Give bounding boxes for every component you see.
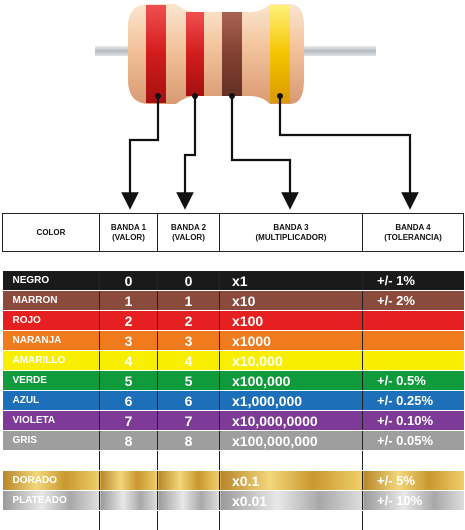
color-name: NARANJA (3, 331, 100, 350)
arrow-band-4 (280, 96, 410, 201)
multiplier-value: x10,000,0000 (220, 411, 363, 430)
band-1-value: 7 (100, 411, 158, 430)
color-name: VIOLETA (3, 411, 100, 430)
tolerance-value: +/- 10% (363, 491, 464, 510)
multiplier-value: x10,000 (220, 351, 363, 370)
multiplier-value: x0.01 (220, 491, 363, 510)
band-1-value: 3 (100, 331, 158, 350)
table-row: AMARILLO 4 4 x10,000 (3, 351, 464, 370)
tolerance-value: +/- 0.10% (363, 411, 464, 430)
band-2-value: 9 (158, 451, 220, 470)
band-1-value: 8 (100, 431, 158, 450)
multiplier-value: x10 (220, 291, 363, 310)
tolerance-value: +/- 5% (363, 471, 464, 490)
band-2-value: 7 (158, 411, 220, 430)
color-name: NINGUNO (3, 511, 100, 530)
color-name: BLANCO (3, 451, 100, 470)
multiplier-value (220, 511, 363, 530)
tolerance-value: +/- 1% (363, 271, 464, 290)
tolerance-value: +/- 20% (363, 511, 464, 530)
color-name: NEGRO (3, 271, 100, 290)
arrow-band-3 (232, 96, 290, 201)
multiplier-value: x1,000,000 (220, 391, 363, 410)
tolerance-value: +/- 0.05% (363, 431, 464, 450)
table-row: ROJO 2 2 x100 (3, 311, 464, 330)
right-lead (296, 46, 376, 56)
header-band-4: BANDA 4 (TOLERANCIA) (363, 214, 464, 252)
multiplier-value: x1000,000,0000 (220, 451, 363, 470)
band-2-value: 1 (158, 291, 220, 310)
resistor-diagram (0, 0, 465, 215)
band-2-value: 4 (158, 351, 220, 370)
band-2-value: 8 (158, 431, 220, 450)
tolerance-value (363, 351, 464, 370)
table-row: MARRON 1 1 x10 +/- 2% (3, 291, 464, 310)
band-1-value (100, 491, 158, 510)
band-1-value (100, 511, 158, 530)
table-row: VERDE 5 5 x100,000 +/- 0.5% (3, 371, 464, 390)
color-name: PLATEADO (3, 491, 100, 510)
resistor-color-code-table: COLOR BANDA 1 (VALOR) BANDA 2 (VALOR) BAND… (2, 213, 464, 530)
band-1-value: 1 (100, 291, 158, 310)
multiplier-value: x100 (220, 311, 363, 330)
header-color: COLOR (3, 214, 100, 252)
color-name: GRIS (3, 431, 100, 450)
band-2-value (158, 471, 220, 490)
table-row: NEGRO 0 0 x1 +/- 1% (3, 271, 464, 290)
table-row: NARANJA 3 3 x1000 (3, 331, 464, 350)
arrow-band-2 (185, 96, 195, 201)
color-name: AMARILLO (3, 351, 100, 370)
tolerance-value (363, 331, 464, 350)
tolerance-value: +/- 0.25% (363, 391, 464, 410)
table-row: PLATEADO x0.01 +/- 10% (3, 491, 464, 510)
band-1-value (100, 471, 158, 490)
band-1-value: 4 (100, 351, 158, 370)
multiplier-value: x1000 (220, 331, 363, 350)
table-row: AZUL 6 6 x1,000,000 +/- 0.25% (3, 391, 464, 410)
band-1-red (146, 5, 166, 103)
header-band-1: BANDA 1 (VALOR) (100, 214, 158, 252)
tolerance-value: +/- 2% (363, 291, 464, 310)
color-name: MARRON (3, 291, 100, 310)
table-row: VIOLETA 7 7 x10,000,0000 +/- 0.10% (3, 411, 464, 430)
tolerance-value: +/- 0.5% (363, 371, 464, 390)
color-name: AZUL (3, 391, 100, 410)
multiplier-value: x100,000,000 (220, 431, 363, 450)
multiplier-value: x1 (220, 271, 363, 290)
band-2-value: 2 (158, 311, 220, 330)
band-2-value: 5 (158, 371, 220, 390)
band-2-red (186, 12, 204, 96)
header-band-3: BANDA 3 (MULTIPLICADOR) (220, 214, 363, 252)
band-2-value: 6 (158, 391, 220, 410)
band-1-value: 6 (100, 391, 158, 410)
tolerance-value (363, 451, 464, 470)
band-4-gold (270, 5, 290, 103)
band-1-value: 2 (100, 311, 158, 330)
arrow-band-1 (130, 96, 158, 201)
band-2-value (158, 511, 220, 530)
table-row: GRIS 8 8 x100,000,000 +/- 0.05% (3, 431, 464, 450)
color-name: ROJO (3, 311, 100, 330)
color-name: VERDE (3, 371, 100, 390)
band-1-value: 5 (100, 371, 158, 390)
tolerance-value (363, 311, 464, 330)
table-row: DORADO x0.1 +/- 5% (3, 471, 464, 490)
multiplier-value: x100,000 (220, 371, 363, 390)
band-1-value: 0 (100, 271, 158, 290)
header-band-2: BANDA 2 (VALOR) (158, 214, 220, 252)
table-row: NINGUNO +/- 20% (3, 511, 464, 530)
band-2-value (158, 491, 220, 510)
band-2-value: 0 (158, 271, 220, 290)
table-row: BLANCO 9 9 x1000,000,0000 (3, 451, 464, 470)
band-2-value: 3 (158, 331, 220, 350)
band-1-value: 9 (100, 451, 158, 470)
color-name: DORADO (3, 471, 100, 490)
multiplier-value: x0.1 (220, 471, 363, 490)
band-3-brown (222, 12, 242, 96)
